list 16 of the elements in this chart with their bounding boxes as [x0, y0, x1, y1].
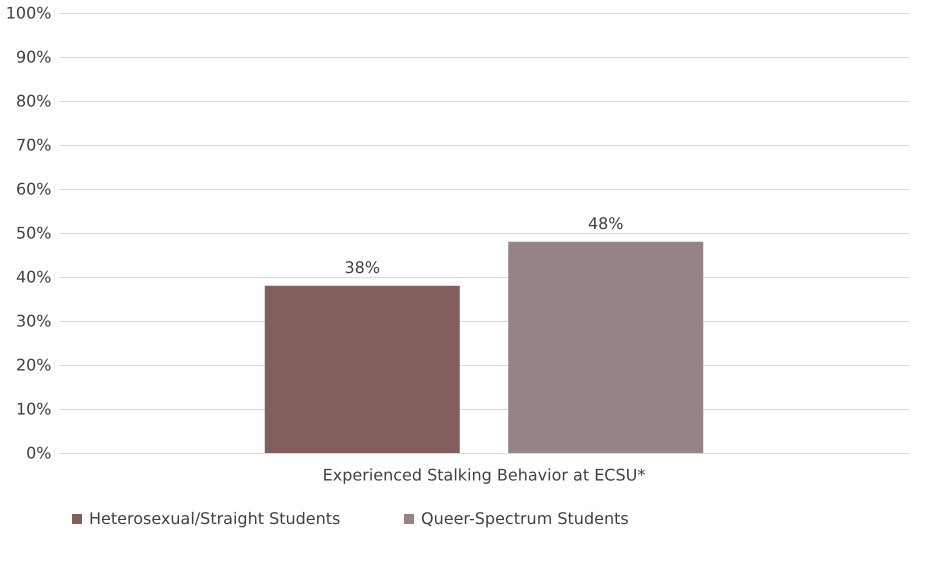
- y-tick-label: 50%: [16, 224, 52, 242]
- y-tick-label: 90%: [16, 48, 52, 66]
- y-tick-label: 20%: [16, 356, 52, 374]
- x-tick-label: Experienced Stalking Behavior at ECSU*: [322, 466, 646, 484]
- y-tick-label: 60%: [16, 180, 52, 198]
- legend-label: Queer-Spectrum Students: [421, 509, 629, 528]
- y-tick-label: 30%: [16, 312, 52, 330]
- y-tick-label: 0%: [26, 444, 52, 462]
- data-label: 38%: [344, 258, 380, 277]
- y-tick-label: 10%: [16, 400, 52, 418]
- y-tick-label: 40%: [16, 268, 52, 286]
- data-label: 48%: [588, 214, 624, 233]
- y-tick-label: 100%: [6, 4, 52, 22]
- legend-label: Heterosexual/Straight Students: [89, 509, 340, 528]
- y-tick-label: 70%: [16, 136, 52, 154]
- y-tick-label: 80%: [16, 92, 52, 110]
